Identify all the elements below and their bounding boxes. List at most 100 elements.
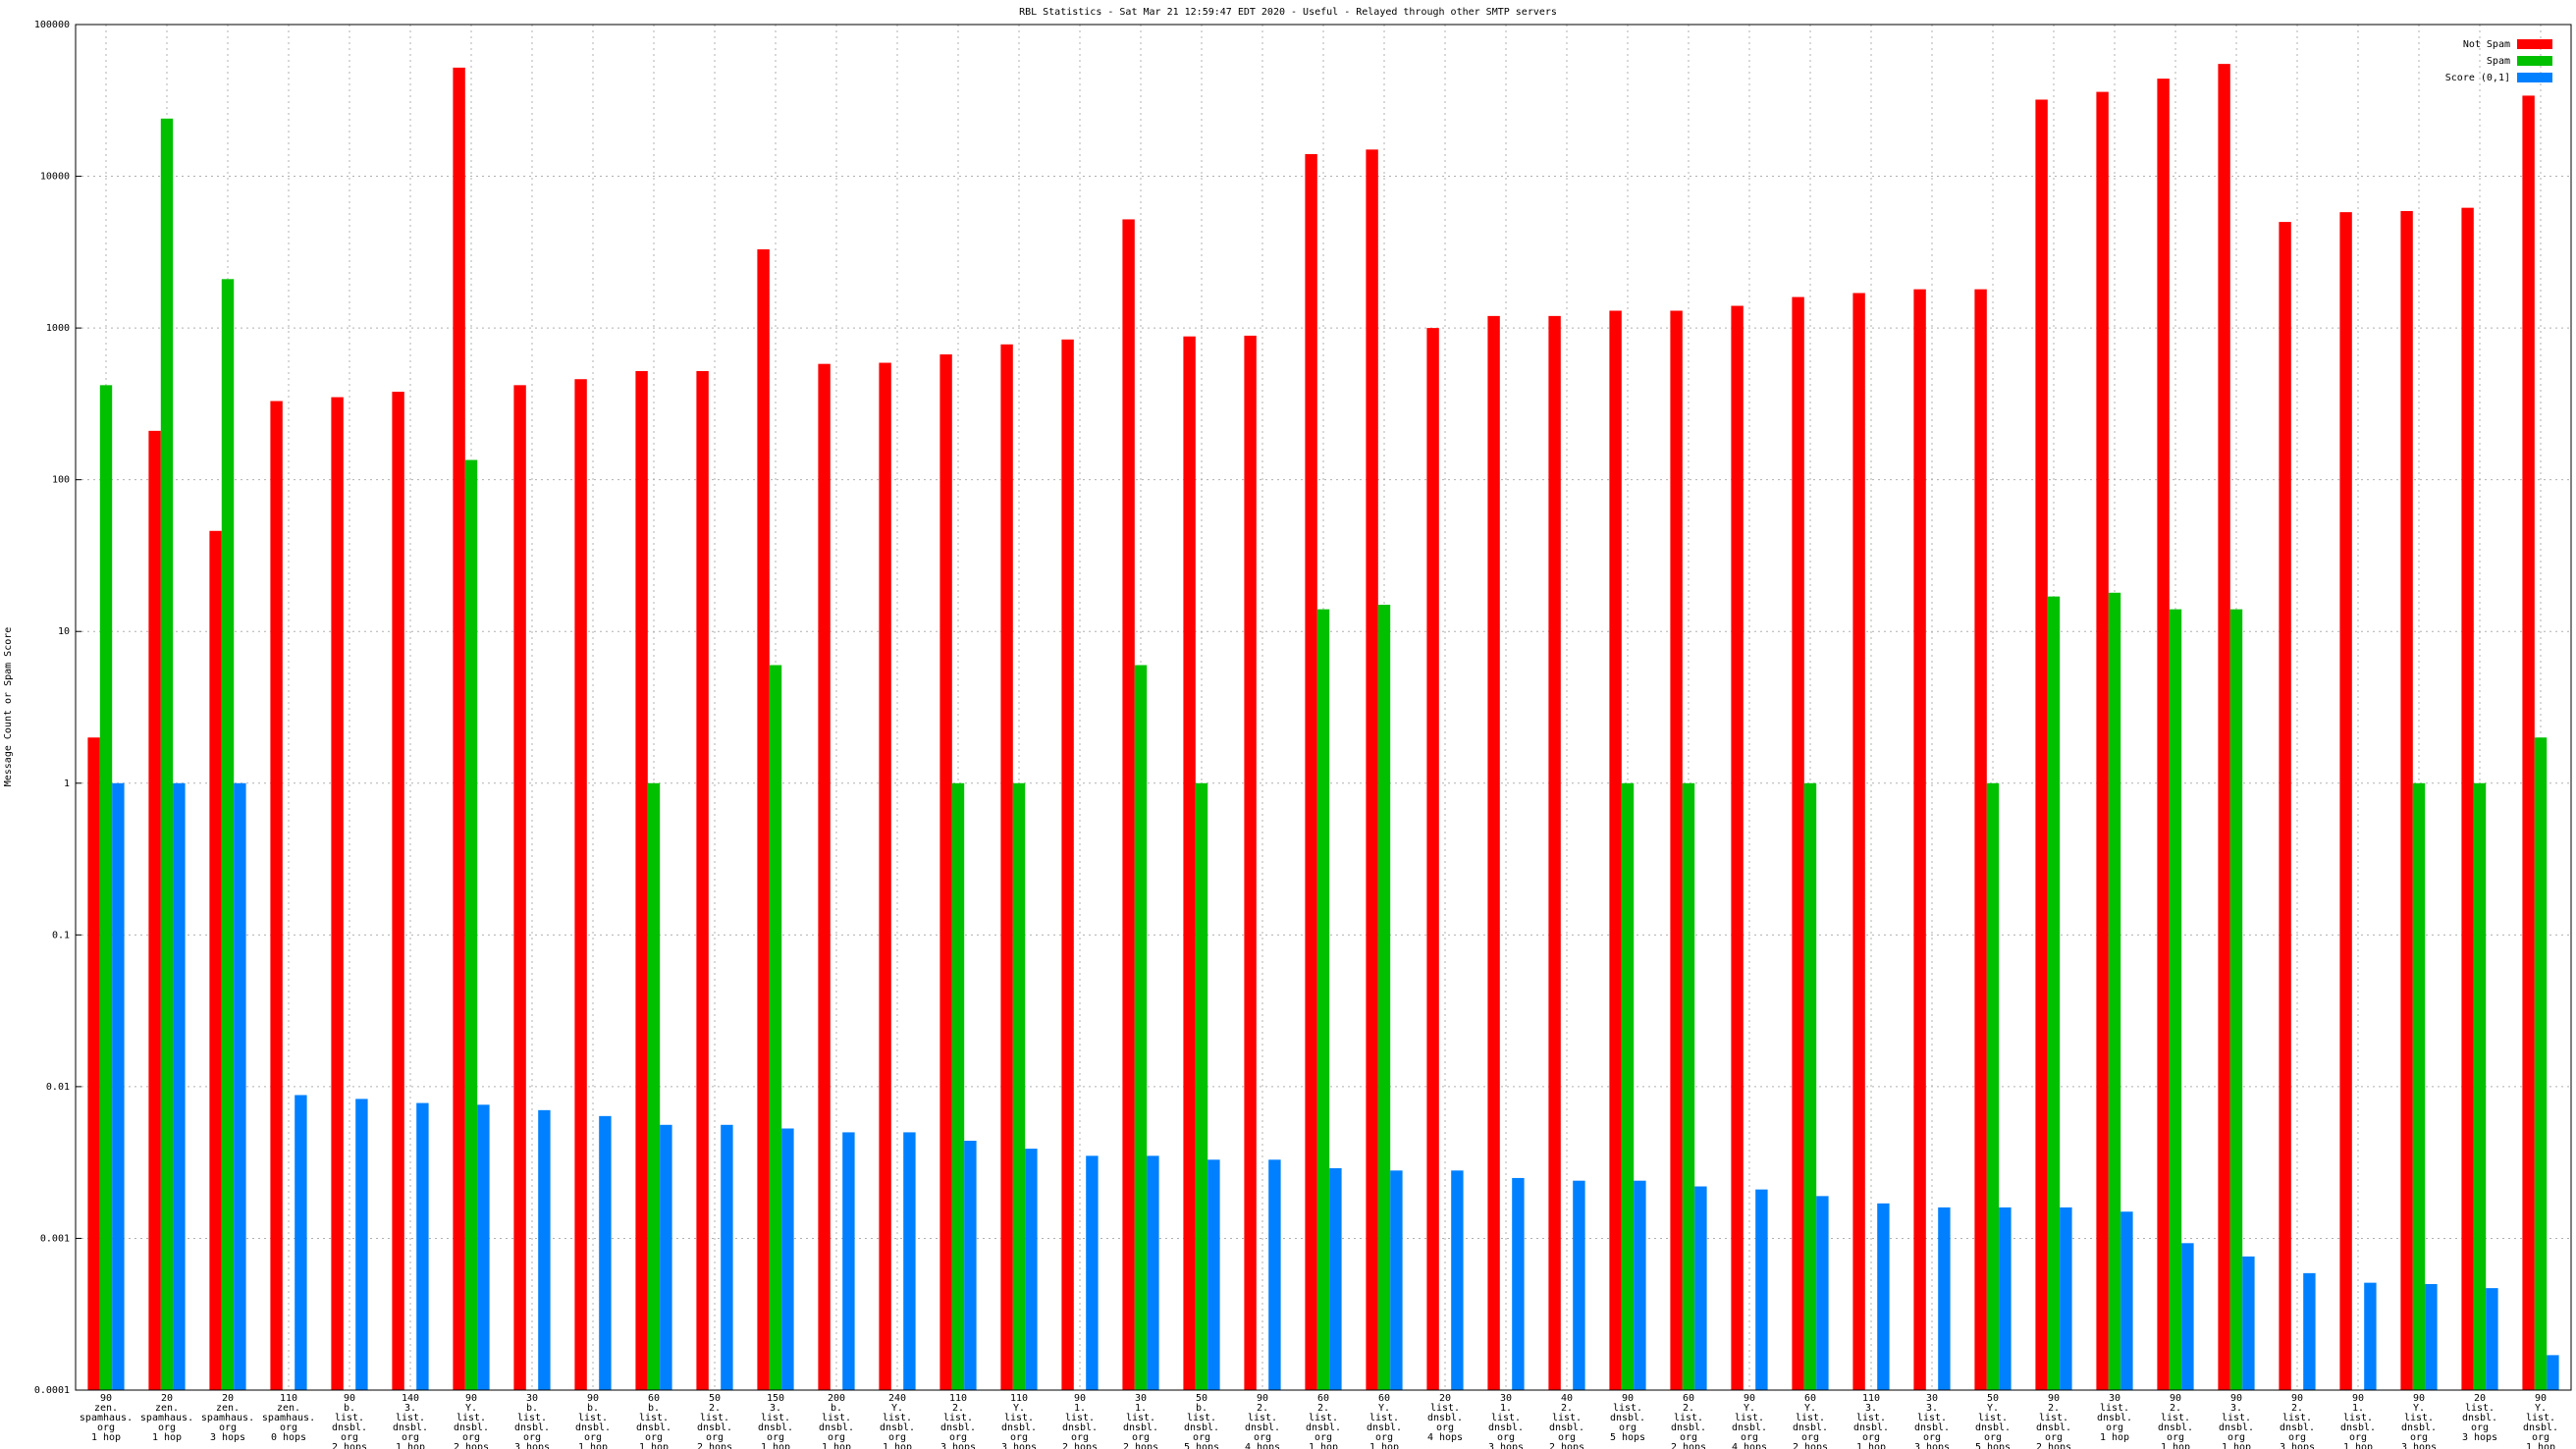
bar (1183, 336, 1196, 1390)
legend-label: Score (0,1] (2445, 73, 2510, 83)
x-tick-label: org (1558, 1432, 1576, 1443)
x-tick-label: 1 hop (2343, 1442, 2373, 1449)
bar (2169, 609, 2182, 1390)
x-tick-label: dnsbl. (2036, 1422, 2071, 1433)
x-tick-label: org (2106, 1422, 2123, 1433)
bar (1000, 344, 1013, 1391)
legend-swatch (2517, 39, 2552, 49)
x-tick-label: org (158, 1422, 176, 1433)
x-tick-label: list. (639, 1413, 669, 1423)
x-tick-label: list. (578, 1413, 608, 1423)
bar (1803, 782, 1817, 1390)
x-tick-label: dnsbl. (819, 1422, 854, 1433)
x-tick-label: Y. (1013, 1403, 1025, 1414)
bar (1147, 1155, 1159, 1390)
x-tick-label: 90 (1744, 1393, 1755, 1404)
y-tick-label: 0.0001 (34, 1385, 70, 1396)
y-tick-label: 1000 (46, 323, 70, 334)
x-tick-label: 150 (767, 1393, 784, 1404)
x-tick-label: 4 hops (1245, 1442, 1280, 1449)
x-tick-label: list. (700, 1413, 729, 1423)
x-tick-label: org (1862, 1432, 1880, 1443)
x-tick-label: 2. (2048, 1403, 2060, 1414)
x-tick-label: 2. (2291, 1403, 2303, 1414)
x-tick-label: 3 hops (2280, 1442, 2315, 1449)
y-tick-label: 0.01 (46, 1082, 70, 1093)
x-tick-label: dnsbl. (636, 1422, 671, 1433)
bar (2486, 1288, 2498, 1390)
x-tick-label: dnsbl. (1853, 1422, 1889, 1433)
y-tick-label: 0.001 (40, 1233, 70, 1244)
x-tick-label: 20 (222, 1393, 234, 1404)
bar (1244, 335, 1257, 1391)
x-tick-label: org (1375, 1432, 1393, 1443)
x-tick-label: 30 (1926, 1393, 1938, 1404)
bar (2096, 91, 2109, 1390)
bar (1548, 315, 1561, 1391)
y-tick-label: 100 (52, 475, 70, 486)
x-tick-label: 3. (1865, 1403, 1877, 1414)
y-tick-label: 10000 (40, 172, 70, 183)
bar (2412, 782, 2426, 1390)
x-tick-label: Y. (891, 1403, 903, 1414)
x-tick-label: list. (1978, 1413, 2008, 1423)
bar (903, 1132, 916, 1390)
x-tick-label: 3 hops (940, 1442, 976, 1449)
bar (769, 665, 782, 1390)
x-tick-label: 5 hops (1610, 1432, 1645, 1443)
x-tick-label: 90 (465, 1393, 477, 1404)
legend-label: Spam (2487, 56, 2510, 67)
bar (209, 530, 222, 1390)
x-tick-label: 90 (2352, 1393, 2364, 1404)
bar (2218, 64, 2230, 1390)
x-tick-label: b. (344, 1403, 355, 1414)
x-tick-label: 90 (2048, 1393, 2060, 1404)
x-tick-label: dnsbl. (2340, 1422, 2376, 1433)
x-tick-label: org (828, 1432, 845, 1443)
x-tick-label: list. (1613, 1403, 1642, 1414)
x-tick-label: 240 (888, 1393, 906, 1404)
x-tick-label: dnsbl. (1184, 1422, 1219, 1433)
x-tick-label: org (2167, 1432, 2184, 1443)
x-tick-label: dnsbl. (2280, 1422, 2315, 1433)
x-tick-label: 1 hop (1369, 1442, 1399, 1449)
x-tick-label: 1 hop (2526, 1442, 2555, 1449)
x-tick-label: list. (1248, 1413, 1277, 1423)
bar (355, 1099, 368, 1390)
x-tick-label: spamhaus. (140, 1413, 193, 1423)
bar (1025, 1149, 1038, 1390)
x-tick-label: dnsbl. (880, 1422, 915, 1433)
bar (2229, 609, 2243, 1390)
x-tick-label: list. (456, 1413, 486, 1423)
x-tick-label: 60 (1683, 1393, 1694, 1404)
x-tick-label: list. (396, 1413, 425, 1423)
x-tick-label: org (1193, 1432, 1210, 1443)
x-tick-label: 200 (828, 1393, 845, 1404)
x-tick-label: Y. (465, 1403, 477, 1414)
bar (2425, 1283, 2438, 1390)
bar (1512, 1177, 1525, 1390)
x-tick-label: 50 (709, 1393, 721, 1404)
bar (1755, 1189, 1768, 1390)
x-tick-label: 1. (1500, 1403, 1512, 1414)
bar (1986, 782, 2000, 1390)
x-tick-label: org (888, 1432, 906, 1443)
x-tick-label: org (341, 1432, 358, 1443)
y-tick-label: 1 (64, 778, 70, 789)
x-tick-label: dnsbl. (758, 1422, 793, 1433)
bar (464, 459, 478, 1391)
x-tick-label: 90 (587, 1393, 599, 1404)
x-tick-label: list. (2526, 1413, 2555, 1423)
bar (1682, 782, 1695, 1390)
plot-frame (75, 24, 2572, 1391)
x-tick-label: 60 (1378, 1393, 1390, 1404)
x-tick-label: org (2227, 1432, 2245, 1443)
x-tick-label: 1 hop (91, 1432, 121, 1443)
x-tick-label: 2. (952, 1403, 964, 1414)
x-tick-label: Y. (1378, 1403, 1390, 1414)
bar (331, 397, 344, 1390)
bar (1305, 153, 1317, 1390)
bar (295, 1095, 307, 1390)
x-tick-label: b. (526, 1403, 538, 1414)
bar (1316, 609, 1330, 1390)
